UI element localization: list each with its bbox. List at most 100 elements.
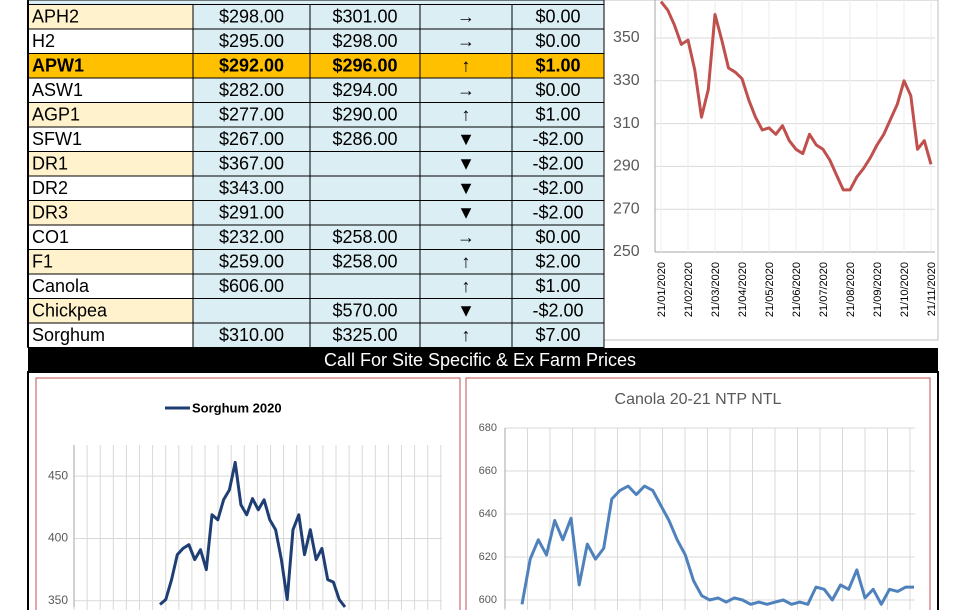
table-cell: [419, 175, 513, 201]
price: $258.00: [332, 252, 397, 272]
table-cell: [27, 102, 194, 128]
price: $282.00: [219, 80, 284, 100]
price-change: $0.00: [535, 80, 580, 100]
table-cell: [27, 273, 194, 299]
price: $298.00: [332, 31, 397, 51]
grade-label: H2: [32, 31, 55, 51]
trend-arrow: ↑: [462, 325, 471, 345]
y-tick-label: 640: [479, 508, 497, 520]
table-cell: [309, 77, 421, 103]
y-tick-label: 350: [48, 593, 68, 607]
table-cell: [309, 175, 421, 201]
table-cell: [309, 249, 421, 275]
price: $367.00: [219, 154, 284, 174]
table-cell: [27, 322, 194, 348]
x-tick-label: 21/04/2020: [737, 262, 749, 317]
table-cell: [309, 200, 421, 226]
grade-label: DR3: [32, 203, 68, 223]
price: $290.00: [332, 105, 397, 125]
grade-label: F1: [32, 252, 53, 272]
price-change: $0.00: [535, 7, 580, 27]
price-change: -$2.00: [532, 154, 583, 174]
table-cell: [309, 28, 421, 54]
price: $343.00: [219, 178, 284, 198]
x-tick-label: 21/01/2020: [656, 262, 668, 317]
price: $301.00: [332, 7, 397, 27]
y-tick-label: 310: [613, 115, 640, 132]
grade-label: Canola: [32, 276, 90, 296]
grade-label: SFW1: [32, 129, 82, 149]
table-cell: [511, 151, 605, 177]
data-line: [159, 460, 347, 608]
trend-arrow: ▼: [457, 129, 475, 149]
trend-arrow: →: [457, 31, 475, 51]
y-tick-label: 350: [613, 29, 640, 46]
grade-label: APH2: [32, 7, 79, 27]
table-cell: [192, 298, 311, 324]
y-tick-label: 660: [479, 465, 497, 477]
price: $298.00: [219, 7, 284, 27]
price-change: $2.00: [535, 252, 580, 272]
price: $286.00: [332, 129, 397, 149]
table-cell: [192, 126, 311, 152]
y-tick-label: 270: [613, 200, 640, 217]
price-change: -$2.00: [532, 203, 583, 223]
trend-arrow: ▼: [457, 301, 475, 321]
table-cell: [419, 53, 513, 79]
y-tick-label: 370: [613, 0, 640, 3]
table-cell: [419, 249, 513, 275]
y-tick-label: 450: [48, 468, 68, 482]
price-change: $0.00: [535, 31, 580, 51]
price: $295.00: [219, 31, 284, 51]
y-tick-label: 330: [613, 72, 640, 89]
grade-label: DR1: [32, 154, 68, 174]
table-cell: [192, 77, 311, 103]
x-tick-label: 21/08/2020: [845, 262, 857, 317]
x-tick-label: 21/02/2020: [683, 262, 695, 317]
chart-title: Canola 20-21 NTP NTL: [615, 391, 782, 408]
grade-label: APW1: [32, 56, 84, 76]
trend-arrow: →: [457, 7, 475, 27]
table-cell: [192, 322, 311, 348]
price: $606.00: [219, 276, 284, 296]
y-tick-label: 620: [479, 551, 497, 563]
price: $267.00: [219, 129, 284, 149]
price-change: $1.00: [535, 56, 580, 76]
trend-arrow: ▼: [457, 178, 475, 198]
price-change: -$2.00: [532, 301, 583, 321]
row-cut: [27, 0, 605, 5]
table-cell: [419, 4, 513, 30]
grade-label: CO1: [32, 227, 69, 247]
grade-label: ASW1: [32, 80, 83, 100]
trend-arrow: ▼: [457, 154, 475, 174]
price-change: $1.00: [535, 105, 580, 125]
top-chart-frame: [603, 0, 939, 341]
table-cell: [309, 298, 421, 324]
price: $258.00: [332, 227, 397, 247]
price: $570.00: [332, 301, 397, 321]
trend-arrow: →: [457, 227, 475, 247]
data-line: [659, 0, 933, 192]
x-tick-label: 21/06/2020: [791, 262, 803, 317]
price: $291.00: [219, 203, 284, 223]
trend-arrow: ↑: [462, 56, 471, 76]
x-tick-label: 21/05/2020: [764, 262, 776, 317]
table-cell: [192, 273, 311, 299]
table-cell: [511, 224, 605, 250]
trend-arrow: →: [457, 80, 475, 100]
x-tick-label: 21/09/2020: [872, 262, 884, 317]
table-cell: [419, 102, 513, 128]
x-tick-label: 21/03/2020: [710, 262, 722, 317]
y-tick-label: 290: [613, 158, 640, 175]
table-cell: [511, 249, 605, 275]
table-cell: [511, 126, 605, 152]
price: $292.00: [219, 56, 284, 76]
table-cell: [511, 28, 605, 54]
table-cell: [419, 77, 513, 103]
canola-frame: [465, 377, 931, 610]
table-cell: [419, 200, 513, 226]
table-cell: [511, 273, 605, 299]
table-cell: [27, 53, 194, 79]
sorghum-frame: [35, 377, 461, 610]
